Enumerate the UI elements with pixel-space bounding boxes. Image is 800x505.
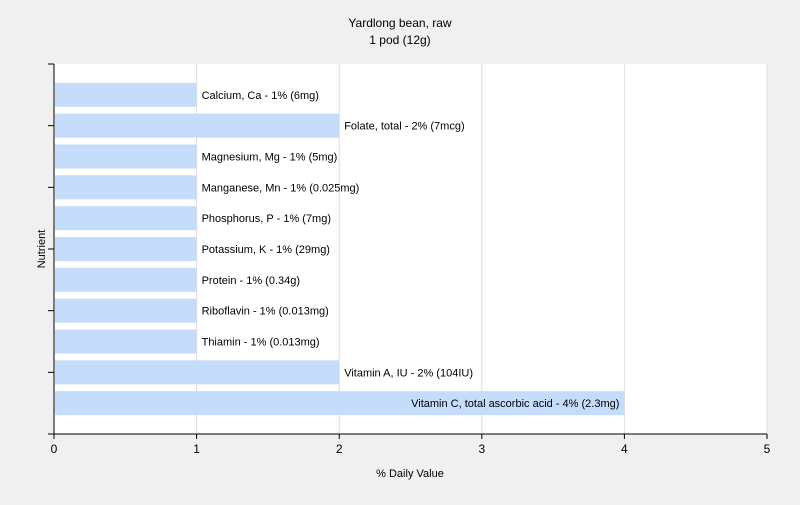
bar-labels: Calcium, Ca - 1% (6mg) Folate, total - 2%… [202,90,620,410]
bar-label: Phosphorus, P - 1% (7mg) [202,213,331,225]
bar-folate-total [55,113,340,138]
x-tick-label-2: 2 [336,442,343,456]
bar-label: Thiamin - 1% (0.013mg) [202,337,320,349]
bar-manganese-mn [55,175,197,200]
bar-potassium-k [55,237,197,261]
chart-title: Yardlong bean, raw [348,16,452,30]
y-ticks [48,63,54,435]
bar-label: Vitamin C, total ascorbic acid - 4% (2.3… [411,398,619,410]
x-tick-label-4: 4 [621,442,628,456]
x-tick-label-0: 0 [51,442,58,456]
x-tick-label-1: 1 [193,442,200,456]
bar-protein [55,267,197,292]
bar-label: Vitamin A, IU - 2% (104IU) [344,367,473,379]
bar-thiamin [55,329,197,354]
x-tick-label-3: 3 [478,442,485,456]
x-tick-label-5: 5 [764,442,771,456]
bar-vitamin-c-total-ascorbic-acid [55,391,625,416]
bar-calcium-ca [55,82,197,107]
bar-label: Calcium, Ca - 1% (6mg) [202,90,319,102]
bar-label: Folate, total - 2% (7mcg) [344,121,464,133]
bar-label: Manganese, Mn - 1% (0.025mg) [202,182,360,194]
bar-label: Magnesium, Mg - 1% (5mg) [202,152,338,164]
bar-magnesium-mg [55,144,197,169]
x-axis-label: % Daily Value [376,468,444,480]
y-axis-label: Nutrient [36,230,48,269]
bar-riboflavin [55,298,197,323]
bar-phosphorus-p [55,206,197,231]
bar-vitamin-a-iu [55,360,340,385]
bar-label: Protein - 1% (0.34g) [202,275,300,287]
bar-label: Potassium, K - 1% (29mg) [202,244,330,256]
x-ticks: 0 1 2 3 4 5 [51,434,771,456]
bar-label: Riboflavin - 1% (0.013mg) [202,306,329,318]
chart-subtitle: 1 pod (12g) [369,33,430,47]
bars [55,82,625,416]
